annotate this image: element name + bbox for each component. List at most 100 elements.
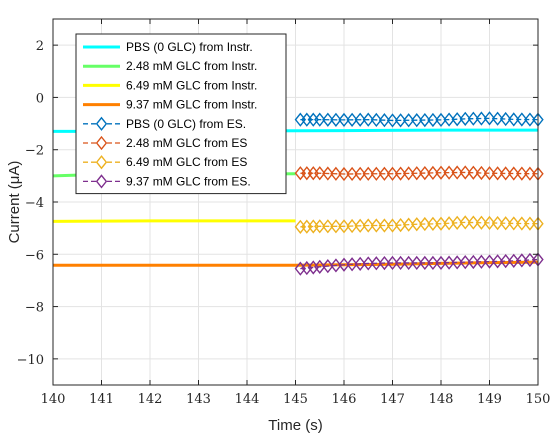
series-marker xyxy=(419,112,431,128)
series-marker xyxy=(499,166,512,181)
series-marker xyxy=(435,216,447,231)
y-axis-label: Current (μA) xyxy=(6,161,23,244)
series-marker xyxy=(370,218,383,233)
series-marker xyxy=(443,216,455,231)
series-marker xyxy=(394,113,407,128)
series-marker xyxy=(386,113,399,128)
series-marker xyxy=(362,166,374,181)
series-marker xyxy=(443,255,455,270)
x-tick-label: 147 xyxy=(380,392,405,407)
y-tick-label: 0 xyxy=(36,91,44,106)
series-line xyxy=(300,221,539,228)
series-line xyxy=(300,258,539,270)
series-marker xyxy=(459,255,471,270)
x-tick-label: 140 xyxy=(41,392,66,407)
legend-marker xyxy=(95,155,108,170)
series-marker xyxy=(427,165,439,181)
series-marker xyxy=(338,257,350,272)
series-marker xyxy=(475,215,488,230)
y-tick-label: −10 xyxy=(17,353,44,368)
series-marker xyxy=(443,165,455,180)
series-marker xyxy=(362,218,374,233)
series-marker xyxy=(322,219,334,234)
series-marker xyxy=(370,112,383,128)
series-marker xyxy=(370,166,383,181)
series-marker xyxy=(467,111,480,126)
legend-marker xyxy=(95,116,108,131)
series-marker xyxy=(402,255,415,271)
series-marker xyxy=(322,166,334,181)
series-marker xyxy=(499,111,512,127)
series-marker xyxy=(435,112,447,128)
legend-label: 9.37 mM GLC from Instr. xyxy=(126,98,257,112)
series-marker xyxy=(411,255,423,271)
axis-ticks: 140 141 142 143 144 145 146 147 148 149 150 2 0 −2 −4 −… xyxy=(17,19,550,407)
series-marker xyxy=(378,218,391,233)
x-tick-label: 144 xyxy=(235,392,260,407)
series-marker xyxy=(483,166,496,181)
series-marker xyxy=(346,166,358,182)
series-marker xyxy=(314,219,326,234)
x-axis-label: Time (s) xyxy=(268,417,322,434)
series-marker xyxy=(483,111,496,126)
series-marker xyxy=(467,215,480,230)
series-marker xyxy=(378,255,391,271)
series-marker xyxy=(451,112,463,127)
series-marker xyxy=(508,216,520,231)
series-marker xyxy=(346,112,358,127)
series-marker xyxy=(411,166,423,181)
series-marker xyxy=(394,217,407,233)
legend-marker xyxy=(95,135,108,151)
series-marker xyxy=(516,166,528,181)
series-marker xyxy=(338,166,350,182)
series-line xyxy=(52,219,296,223)
series-marker xyxy=(354,166,366,181)
series-marker xyxy=(402,166,415,181)
series-marker xyxy=(467,165,480,180)
x-tick-label: 142 xyxy=(138,392,163,407)
series-marker xyxy=(443,112,455,127)
series-marker xyxy=(322,112,334,127)
series-marker xyxy=(435,165,447,180)
series-marker xyxy=(524,112,536,127)
series-marker xyxy=(459,111,471,126)
series-marker xyxy=(370,256,383,271)
series-marker xyxy=(314,112,326,127)
y-tick-label: 2 xyxy=(36,39,44,54)
series-marker xyxy=(338,219,350,234)
y-tick-label: −6 xyxy=(25,248,44,263)
series-marker xyxy=(419,216,431,232)
series-marker xyxy=(427,216,439,231)
series-marker xyxy=(346,257,358,272)
series-marker xyxy=(491,166,504,181)
x-tick-label: 143 xyxy=(186,392,211,407)
series-marker xyxy=(330,258,342,273)
series-marker xyxy=(516,216,528,231)
series-marker xyxy=(467,254,480,270)
series-marker xyxy=(516,253,528,268)
legend-label: PBS (0 GLC) from ES. xyxy=(126,117,246,131)
series-marker xyxy=(330,219,342,234)
y-tick-label: −8 xyxy=(25,301,44,316)
series-marker xyxy=(451,165,463,180)
series-marker xyxy=(314,166,326,181)
series-marker xyxy=(378,166,391,181)
series-marker xyxy=(419,165,431,181)
y-tick-label: −2 xyxy=(25,144,44,159)
series-marker xyxy=(330,166,342,181)
series-marker xyxy=(386,218,399,233)
series-line xyxy=(300,171,539,175)
series-line xyxy=(53,260,539,267)
series-marker xyxy=(354,256,366,271)
series-marker xyxy=(475,254,488,269)
series-marker xyxy=(516,112,528,127)
series-marker xyxy=(330,112,342,127)
series-marker xyxy=(435,255,447,271)
series-marker xyxy=(491,215,504,231)
series-marker xyxy=(459,215,471,230)
legend: PBS (0 GLC) from Instr. 2.48 mM GLC from … xyxy=(75,33,287,195)
series-marker xyxy=(451,255,463,270)
series-marker xyxy=(354,112,366,127)
x-tick-label: 150 xyxy=(526,392,550,407)
